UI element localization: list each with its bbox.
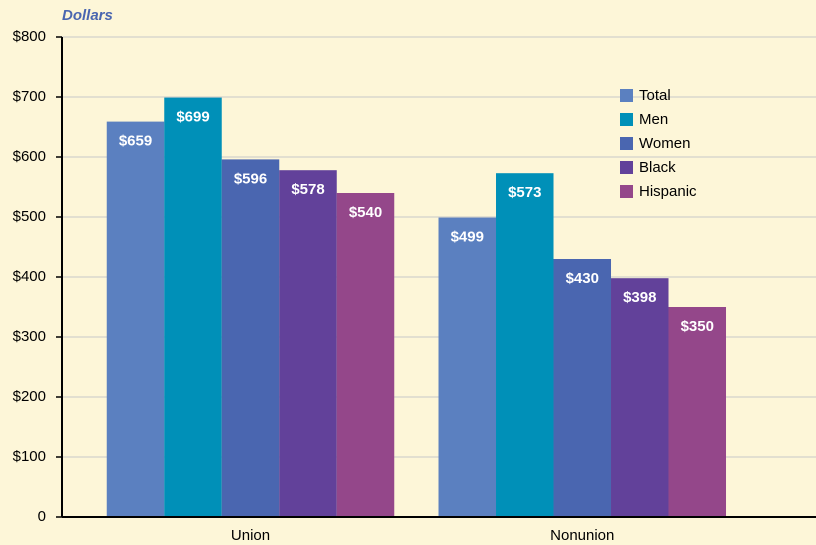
y-tick-label: $100 — [13, 448, 46, 465]
y-axis-label: Dollars — [62, 7, 113, 24]
y-tick-label: 0 — [38, 508, 46, 525]
data-label: $659 — [119, 133, 152, 150]
legend-swatch — [620, 161, 633, 174]
bar — [106, 121, 165, 517]
data-label: $398 — [623, 289, 656, 306]
y-tick-label: $800 — [13, 28, 46, 45]
bar — [668, 307, 727, 517]
bar — [164, 97, 222, 517]
legend-label: Men — [639, 111, 668, 128]
data-label: $499 — [451, 229, 484, 246]
legend-swatch — [620, 89, 633, 102]
y-tick-label: $400 — [13, 268, 46, 285]
y-tick-label: $600 — [13, 148, 46, 165]
legend-swatch — [620, 185, 633, 198]
bar — [438, 217, 497, 517]
data-label: $578 — [291, 181, 324, 198]
legend-label: Hispanic — [639, 183, 697, 200]
bar — [221, 159, 280, 517]
y-tick-label: $700 — [13, 88, 46, 105]
data-label: $350 — [681, 318, 714, 335]
data-label: $596 — [234, 170, 267, 187]
x-tick-label: Nonunion — [550, 527, 614, 544]
data-label: $699 — [176, 109, 209, 126]
data-label: $573 — [508, 184, 541, 201]
y-tick-label: $500 — [13, 208, 46, 225]
bar — [336, 193, 395, 517]
bar — [553, 259, 612, 517]
y-tick-label: $200 — [13, 388, 46, 405]
legend-swatch — [620, 137, 633, 150]
data-label: $540 — [349, 204, 382, 221]
legend-label: Black — [639, 159, 676, 176]
bar — [496, 173, 554, 517]
legend-label: Women — [639, 135, 690, 152]
bar — [611, 278, 669, 517]
x-tick-label: Union — [231, 527, 270, 544]
legend-swatch — [620, 113, 633, 126]
bar — [279, 170, 337, 517]
legend-label: Total — [639, 87, 671, 104]
y-tick-label: $300 — [13, 328, 46, 345]
data-label: $430 — [566, 270, 599, 287]
